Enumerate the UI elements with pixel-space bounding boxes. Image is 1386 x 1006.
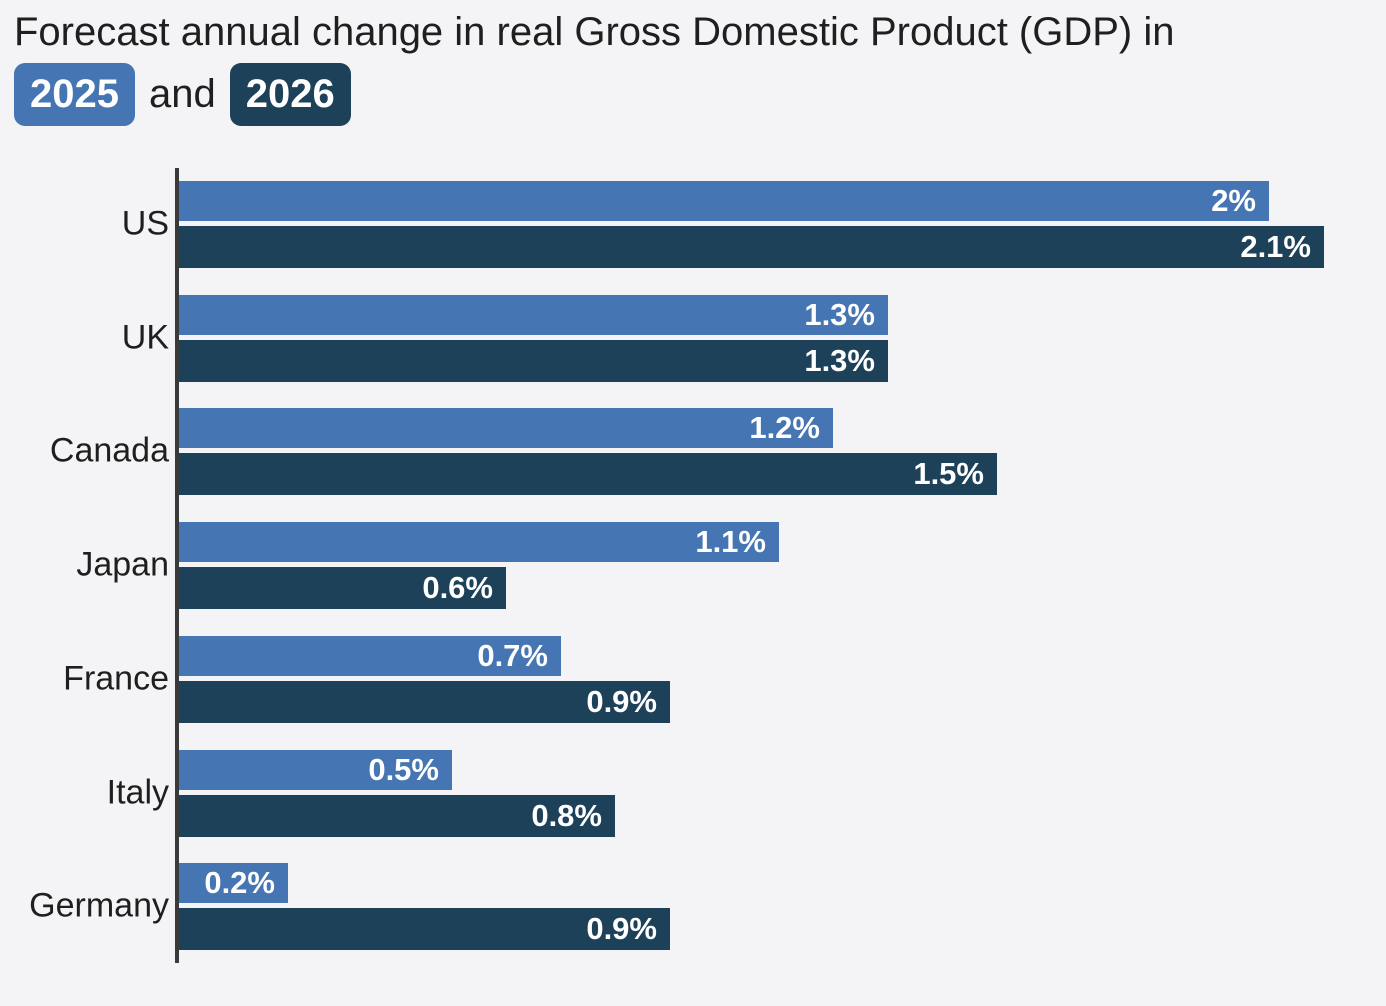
chart-title: Forecast annual change in real Gross Dom… — [14, 6, 1374, 126]
bar-value-label: 1.5% — [913, 456, 984, 492]
bar-2026-germany: 0.9% — [179, 908, 670, 951]
bar-2025-uk: 1.3% — [179, 294, 888, 335]
bar-value-label: 0.6% — [422, 570, 493, 606]
bar-value-label: 0.5% — [368, 751, 439, 787]
legend-badge-2026: 2026 — [229, 62, 351, 126]
bar-2026-uk: 1.3% — [179, 339, 888, 382]
bar-2025-us: 2% — [179, 181, 1269, 221]
bar-value-label: 0.9% — [586, 911, 657, 947]
bar-2026-us: 2.1% — [179, 226, 1324, 268]
bar-value-label: 0.7% — [477, 637, 548, 673]
bar-value-label: 0.2% — [204, 865, 275, 901]
category-label-germany: Germany — [29, 886, 169, 925]
bar-value-label: 2% — [1211, 183, 1256, 218]
bar-value-label: 0.8% — [531, 797, 602, 833]
bar-value-label: 1.3% — [804, 342, 875, 378]
bar-2026-japan: 0.6% — [179, 567, 506, 610]
legend-row: 2025 and 2026 — [14, 62, 1374, 126]
bar-2025-france: 0.7% — [179, 635, 561, 676]
bar-2025-germany: 0.2% — [179, 863, 288, 904]
category-label-uk: UK — [121, 318, 169, 357]
legend-badge-2025: 2025 — [14, 62, 135, 126]
category-label-france: France — [63, 659, 169, 698]
bar-2025-canada: 1.2% — [179, 408, 833, 449]
chart-area: US 2% 2.1% UK 1.3% 1.3% Canada 1.2% 1.5% Japan 1.1… — [29, 168, 1384, 963]
category-label-italy: Italy — [106, 773, 169, 811]
legend-and-text: and — [148, 71, 216, 116]
chart-title-text: Forecast annual change in real Gross Dom… — [14, 10, 1175, 54]
bar-value-label: 1.3% — [804, 296, 875, 332]
bar-value-label: 1.2% — [749, 410, 820, 446]
bar-value-label: 0.9% — [586, 683, 657, 719]
category-label-japan: Japan — [76, 545, 169, 584]
bar-2025-italy: 0.5% — [179, 749, 452, 790]
bar-2026-canada: 1.5% — [179, 453, 997, 496]
bar-value-label: 2.1% — [1240, 229, 1311, 264]
bar-2026-france: 0.9% — [179, 680, 670, 723]
category-label-canada: Canada — [49, 431, 169, 470]
bar-value-label: 1.1% — [695, 524, 766, 560]
category-label-us: US — [121, 204, 169, 243]
bar-2026-italy: 0.8% — [179, 794, 615, 837]
bar-2025-japan: 1.1% — [179, 522, 779, 563]
